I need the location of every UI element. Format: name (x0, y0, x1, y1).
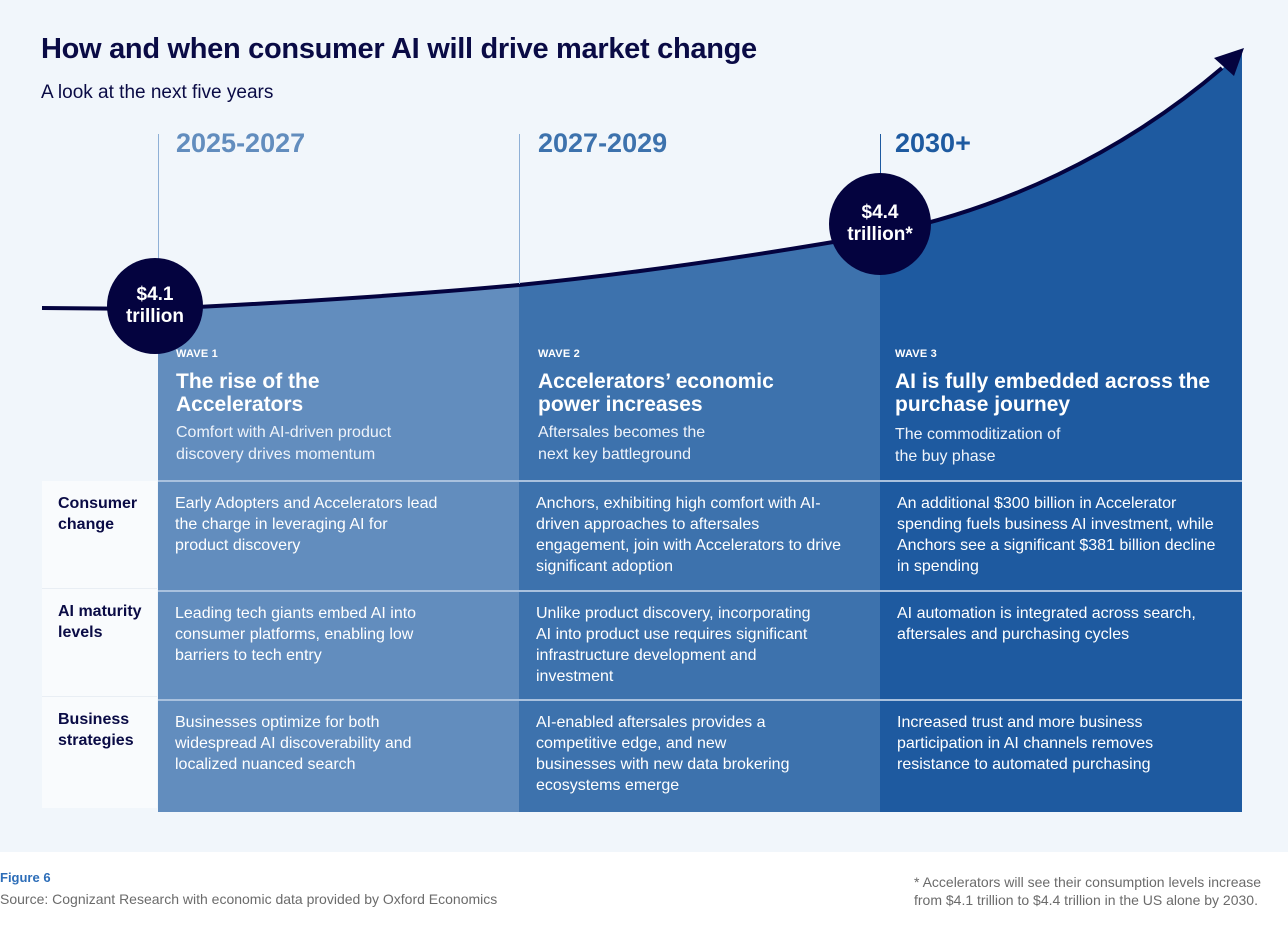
marker-value: $4.4 (861, 202, 899, 223)
row-label-consumer-change: Consumer change (42, 481, 157, 589)
wave-label: WAVE 1 (176, 348, 218, 360)
source-citation: Source: Cognizant Research with economic… (0, 891, 498, 907)
wave2-area (519, 234, 880, 812)
figure-label: Figure 6 (0, 870, 51, 885)
cell-wave3-ai-maturity: AI automation is integrated across searc… (897, 605, 1196, 643)
cell-wave1-ai-maturity: Leading tech giants embed AI into consum… (175, 605, 417, 664)
wave-subheading: Aftersales becomes the next key battlegr… (538, 424, 706, 463)
cell-wave3-business-strategies: Increased trust and more business partic… (897, 714, 1154, 773)
period-label-3: 2030+ (895, 128, 971, 158)
period-divider-1 (158, 134, 159, 284)
wave-label: WAVE 3 (895, 348, 937, 360)
page-title: How and when consumer AI will drive mark… (41, 33, 757, 65)
wave-3-header: WAVE 3 AI is fully embedded across the p… (895, 340, 1235, 468)
page-subtitle: A look at the next five years (41, 82, 274, 103)
cell-wave2-ai-maturity: Unlike product discovery, incorporating … (536, 605, 811, 685)
wave-1-header: WAVE 1 The rise of the Accelerators Comf… (176, 340, 506, 466)
row-divider (158, 699, 1242, 701)
cell-wave2-business-strategies: AI-enabled aftersales provides a competi… (536, 714, 790, 794)
wave-heading: The rise of the Accelerators (176, 370, 320, 416)
period-label-1: 2025-2027 (176, 128, 306, 158)
marker-value: $4.1 (136, 284, 174, 305)
wave-heading: Accelerators’ economic power increases (538, 370, 774, 416)
wave1-area (158, 285, 519, 812)
growth-curve-line (41, 66, 1224, 312)
row-labels-column: Consumer change AI maturity levels Busin… (42, 481, 157, 808)
footnote: * Accelerators will see their consumptio… (914, 874, 1262, 908)
wave-2-header: WAVE 2 Accelerators’ economic power incr… (538, 340, 868, 466)
wave-heading: AI is fully embedded across the purchase… (895, 370, 1211, 416)
value-marker-2025: $4.1 trillion (107, 258, 203, 354)
growth-curve-graphic (41, 48, 1244, 812)
value-marker-2030: $4.4 trillion* (829, 173, 931, 275)
row-divider (158, 590, 1242, 592)
wave-label: WAVE 2 (538, 348, 580, 360)
cell-wave1-consumer-change: Early Adopters and Accelerators lead the… (175, 495, 438, 554)
marker-unit: trillion (125, 306, 185, 327)
wave3-area (880, 52, 1242, 812)
cell-wave1-business-strategies: Businesses optimize for both widespread … (175, 714, 412, 773)
row-label-ai-maturity: AI maturity levels (42, 589, 157, 697)
period-divider-3 (880, 134, 881, 174)
period-label-2: 2027-2029 (538, 128, 668, 158)
arrow-head-icon (1214, 48, 1244, 76)
marker-unit: trillion* (847, 224, 913, 245)
row-label-business-strategies: Business strategies (58, 711, 134, 749)
row-divider (158, 480, 1242, 482)
cell-wave2-consumer-change: Anchors, exhibiting high comfort with AI… (536, 495, 842, 575)
cell-wave3-consumer-change: An additional $300 billion in Accelerato… (897, 495, 1216, 575)
wave-subheading: The commoditization of the buy phase (895, 426, 1061, 465)
wave-subheading: Comfort with AI-driven product discovery… (176, 424, 392, 463)
period-divider-2 (519, 134, 520, 284)
